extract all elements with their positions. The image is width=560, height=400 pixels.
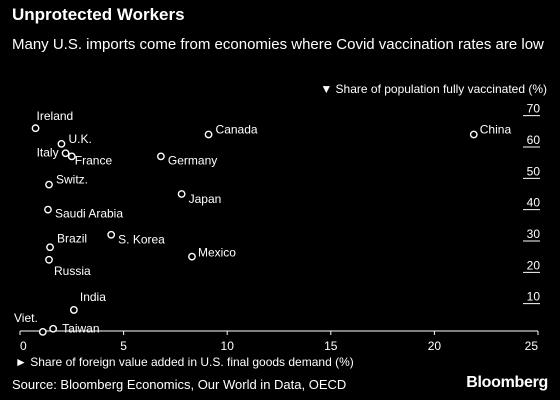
point-label: Switz. [56,173,88,187]
point-label: Italy [37,145,59,159]
y-tick-label: 40 [527,196,541,210]
point-label: Saudi Arabia [55,207,123,221]
point-label: Ireland [37,109,74,123]
data-point [67,152,76,161]
point-label: Taiwan [62,322,99,336]
point-label: Brazil [57,231,87,245]
point-label: Mexico [198,246,236,260]
data-point [61,149,70,158]
data-point [44,205,52,214]
data-point [469,130,478,139]
point-label: Canada [216,122,258,136]
source-note: Source: Bloomberg Economics, Our World i… [12,377,347,392]
data-points: Ireland Canada China U.K. Italy France Germany… [14,109,511,336]
bloomberg-logo: Bloomberg [466,374,548,391]
data-point [46,243,54,252]
y-tick-label: 60 [527,133,541,147]
data-point [69,306,78,314]
y-tick-label: 70 [527,102,541,116]
data-point [57,139,66,148]
point-label: Viet. [14,311,38,325]
data-point [156,152,165,161]
x-tick-label: 15 [324,339,338,353]
x-tick-label: 0 [20,339,27,353]
y-tick-label: 50 [527,164,541,178]
x-tick-label: 25 [525,339,539,353]
y-tick-label: 20 [527,258,541,272]
y-tick-label: 30 [527,227,541,241]
data-point [38,327,47,336]
point-label: France [75,153,113,167]
point-label: U.K. [68,132,91,146]
chart-subtitle: Many U.S. imports come from economies wh… [12,36,544,53]
point-label: China [480,122,512,136]
y-axis: 10 20 30 40 50 60 70 [523,102,541,305]
point-label: Germany [168,153,217,167]
point-label: Russia [54,264,91,278]
y-axis-label: ▼ Share of population fully vaccinated (… [320,82,547,96]
point-label: Japan [189,192,222,206]
data-point [45,180,53,189]
point-label: India [80,290,106,304]
y-tick-label: 10 [527,290,541,304]
x-axis: 0 5 10 15 20 25 [19,330,539,353]
data-point [31,124,40,133]
data-point [204,130,213,139]
x-tick-label: 10 [221,339,235,353]
data-point [177,190,186,198]
x-axis-label: ► Share of foreign value added in U.S. f… [15,355,354,369]
data-point [107,230,116,239]
data-point [49,324,58,333]
data-point [188,252,196,261]
data-point [45,255,53,264]
x-tick-label: 20 [428,339,442,353]
x-tick-label: 5 [120,339,127,353]
chart-title: Unprotected Workers [12,5,185,24]
point-label: S. Korea [118,233,165,247]
